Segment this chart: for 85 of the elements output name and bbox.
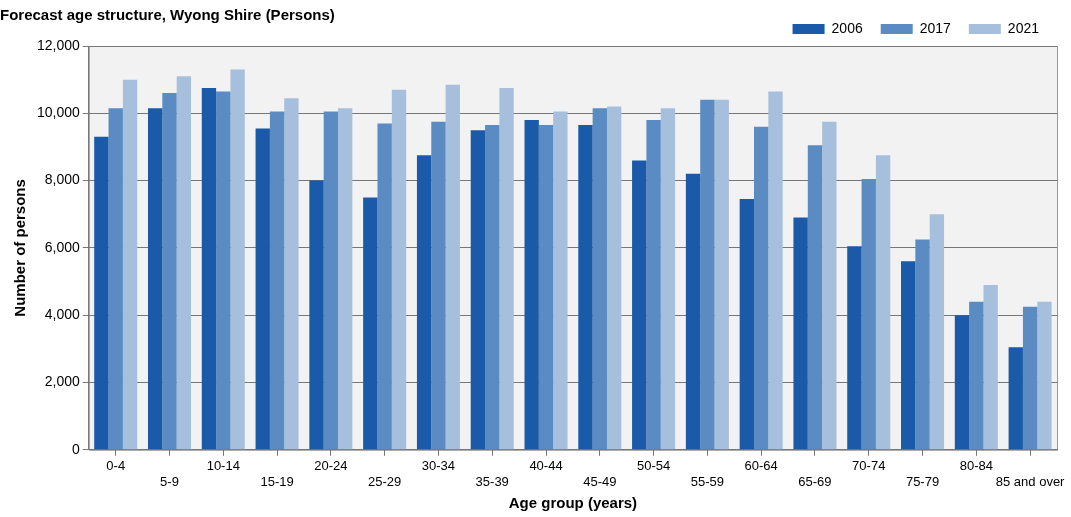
bar bbox=[553, 111, 568, 450]
bar bbox=[646, 120, 661, 450]
bar bbox=[230, 69, 245, 450]
bar bbox=[499, 88, 514, 450]
y-tick-label: 2,000 bbox=[44, 373, 81, 390]
bar bbox=[94, 136, 109, 450]
bar bbox=[901, 261, 916, 450]
x-tick-label: 80-84 bbox=[959, 458, 993, 474]
bar bbox=[122, 79, 138, 450]
bar bbox=[377, 123, 392, 450]
bar bbox=[216, 91, 231, 450]
bar bbox=[1022, 306, 1038, 450]
legend-label: 2017 bbox=[919, 19, 952, 36]
x-tick-label: 60-64 bbox=[744, 458, 778, 474]
x-tick-label: 70-74 bbox=[852, 458, 886, 474]
legend-label: 2021 bbox=[1007, 19, 1040, 36]
x-tick-label: 35-39 bbox=[475, 473, 509, 489]
x-tick-label: 65-69 bbox=[798, 473, 832, 489]
bar bbox=[201, 88, 217, 450]
y-tick-label: 10,000 bbox=[36, 104, 81, 121]
bar bbox=[485, 125, 500, 450]
bar bbox=[391, 89, 407, 450]
x-tick-label: 0-4 bbox=[106, 458, 126, 474]
bar bbox=[431, 121, 446, 450]
bar bbox=[363, 197, 378, 450]
bar bbox=[284, 98, 299, 450]
bar bbox=[714, 99, 729, 450]
bar bbox=[822, 121, 837, 450]
bar bbox=[632, 160, 647, 450]
x-tick-label: 20-24 bbox=[314, 458, 348, 474]
x-tick-label: 25-29 bbox=[368, 473, 402, 489]
bar bbox=[524, 120, 539, 450]
y-tick-label: 8,000 bbox=[44, 171, 81, 188]
bar bbox=[162, 93, 177, 450]
legend-label: 2006 bbox=[831, 19, 863, 36]
x-tick-label: 15-19 bbox=[260, 473, 294, 489]
bar bbox=[255, 128, 270, 450]
bar bbox=[470, 130, 486, 450]
bar bbox=[929, 214, 945, 450]
bar bbox=[847, 246, 862, 450]
bar bbox=[309, 180, 324, 450]
y-axis-title: Number of persons bbox=[11, 179, 29, 317]
y-tick-label: 12,000 bbox=[36, 36, 81, 53]
bar bbox=[754, 126, 769, 450]
bar bbox=[176, 76, 192, 450]
x-axis-title: Age group (years) bbox=[508, 494, 638, 512]
bar bbox=[606, 106, 622, 450]
bar bbox=[323, 111, 339, 450]
bar bbox=[768, 91, 783, 450]
x-tick-label: 10-14 bbox=[206, 458, 240, 474]
bar bbox=[338, 108, 353, 450]
bar bbox=[269, 111, 285, 450]
bar bbox=[983, 284, 998, 450]
chart-title: Forecast age structure, Wyong Shire (Persons) bbox=[0, 6, 335, 23]
bar bbox=[108, 108, 123, 450]
x-tick-label: 30-34 bbox=[421, 458, 456, 474]
x-tick-label: 75-79 bbox=[905, 473, 940, 489]
bar bbox=[147, 108, 163, 450]
bar bbox=[807, 145, 823, 450]
x-tick-label: 50-54 bbox=[636, 458, 671, 474]
y-tick-label: 0 bbox=[72, 440, 81, 457]
bar bbox=[1037, 301, 1052, 450]
bar bbox=[592, 108, 607, 450]
bar bbox=[793, 217, 808, 450]
bar bbox=[739, 199, 754, 450]
bar bbox=[416, 155, 432, 450]
y-tick-label: 4,000 bbox=[44, 306, 81, 323]
x-tick-label: 55-59 bbox=[690, 473, 724, 489]
bar bbox=[954, 315, 970, 450]
bar bbox=[538, 125, 554, 450]
bar bbox=[861, 178, 876, 450]
x-tick-label: 5-9 bbox=[160, 473, 179, 489]
x-tick-label: 40-44 bbox=[529, 458, 563, 474]
bar bbox=[445, 84, 460, 450]
bar bbox=[969, 301, 984, 450]
bar bbox=[660, 108, 676, 450]
bar bbox=[578, 125, 593, 450]
bar bbox=[700, 99, 715, 450]
bar bbox=[685, 173, 701, 450]
bar bbox=[875, 155, 891, 450]
x-tick-label: 85 and over bbox=[995, 473, 1066, 489]
y-tick-label: 6,000 bbox=[44, 238, 81, 255]
bar bbox=[1008, 347, 1023, 450]
x-tick-label: 45-49 bbox=[583, 473, 617, 489]
bar bbox=[915, 239, 930, 450]
